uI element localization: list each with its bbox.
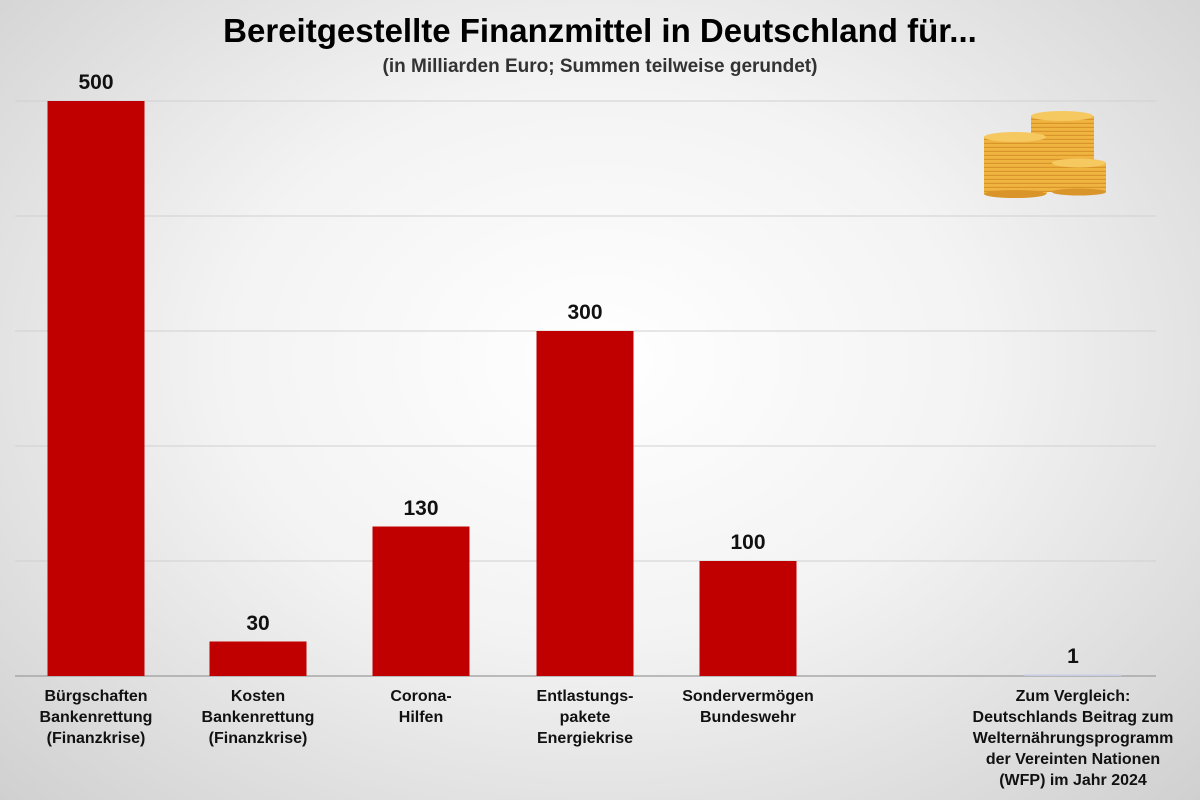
category-label-line: Hilfen — [398, 709, 444, 726]
category-label-line: Corona- — [390, 688, 452, 705]
data-label: 100 — [730, 531, 766, 554]
category-label-line: Bankenrettung — [39, 709, 153, 726]
chart-title: Bereitgestellte Finanzmittel in Deutschl… — [223, 12, 977, 49]
category-label-line: (WFP) im Jahr 2024 — [999, 772, 1147, 789]
bar — [372, 526, 470, 676]
data-label: 130 — [403, 496, 439, 520]
category-label-line: Welternährungsprogramm — [972, 730, 1174, 747]
category-label-line: Zum Vergleich: — [1015, 688, 1131, 705]
category-label-line: Energiekrise — [536, 730, 634, 747]
category-label: Corona- Hilfen — [301, 686, 541, 728]
category-label: Zum Vergleich: Deutschlands Beitrag zum We… — [953, 686, 1193, 791]
category-label-line: (Finanzkrise) — [208, 730, 308, 747]
category-label: Kosten Bankenrettung (Finanzkrise) — [138, 686, 378, 749]
category-label: Entlastungs-pakete Energiekrise — [465, 686, 705, 749]
chart-subtitle: (in Milliarden Euro; Summen teilweise ge… — [382, 56, 818, 77]
category-label-line: (Finanzkrise) — [46, 730, 146, 747]
category-label-line: Deutschlands Beitrag zum — [972, 709, 1174, 726]
bar — [209, 641, 307, 676]
category-label-line: pakete — [559, 709, 611, 726]
category-label-line: Entlastungs- — [536, 688, 634, 705]
category-label-line: Bundeswehr — [699, 709, 796, 726]
bar — [47, 101, 145, 676]
category-label: Bürgschaften Bankenrettung (Finanzkrise) — [0, 686, 216, 749]
category-label-line: Sondervermögen — [682, 688, 814, 705]
bar — [536, 331, 634, 676]
data-label: 500 — [78, 71, 114, 94]
category-label: Sondervermögen Bundeswehr — [628, 686, 868, 728]
bar — [1024, 674, 1122, 676]
bar — [699, 561, 797, 676]
category-label-line: Bürgschaften — [44, 688, 148, 705]
data-label: 1 — [1067, 644, 1079, 668]
category-label-line: Kosten — [230, 688, 286, 705]
data-label: 30 — [246, 611, 270, 635]
category-label-line: Bankenrettung — [201, 709, 315, 726]
category-label-line: der Vereinten Nationen — [985, 751, 1161, 768]
data-label: 300 — [567, 301, 603, 324]
